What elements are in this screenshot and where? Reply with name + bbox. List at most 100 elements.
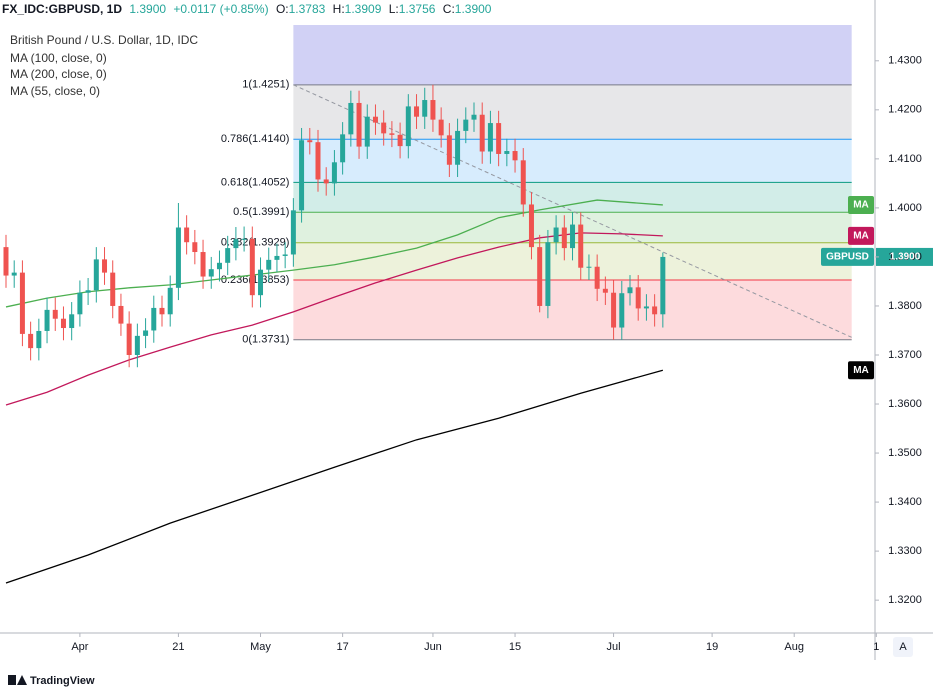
auto-scale-button[interactable]: [893, 637, 913, 657]
candle-body: [520, 160, 526, 205]
change: +0.0117 (+0.85%): [173, 2, 268, 16]
candle-body: [175, 227, 181, 288]
candle-body: [11, 272, 17, 276]
candle-body: [553, 227, 559, 243]
x-tick-label: Jun: [424, 641, 442, 653]
candle-body: [479, 114, 485, 152]
fib-band: [293, 182, 852, 213]
candle-body: [184, 227, 190, 243]
legend-entry: MA (55, close, 0): [10, 84, 100, 98]
ma-tag-label: MA: [853, 230, 869, 241]
ma-tag: [848, 195, 874, 214]
candle-body: [28, 333, 34, 349]
last-price: 1.3900: [129, 2, 166, 16]
y-tick-label: 1.4300: [888, 55, 922, 67]
candle-body: [586, 266, 592, 268]
candle-body: [340, 134, 346, 163]
candle-body: [619, 293, 625, 328]
price-tag-label: 1.3900: [890, 252, 921, 263]
ma-tag-label: MA: [853, 200, 869, 211]
y-tick-label: 1.4000: [888, 202, 922, 214]
x-tick-label: May: [250, 641, 271, 653]
y-tick-label: 1.3800: [888, 300, 922, 312]
candle-body: [225, 248, 231, 263]
ohlc-value: 1.3756: [399, 2, 436, 16]
candle-body: [381, 122, 387, 134]
moving-average: [5, 199, 663, 308]
ohlc-label: O:: [276, 2, 289, 16]
moving-average: [5, 369, 664, 584]
candle-body: [537, 247, 543, 306]
fib-band: [293, 139, 852, 183]
candle-body: [389, 133, 395, 135]
candle-body: [331, 162, 337, 184]
logo-part: [17, 675, 27, 685]
chart-title: British Pound / U.S. Dollar, 1D, IDC: [10, 33, 198, 47]
candle-body: [323, 179, 329, 184]
candle-body: [356, 102, 362, 147]
x-tick-label: Aug: [784, 641, 804, 653]
candle-body: [364, 116, 370, 147]
fib-label: 0.5(1.3991): [233, 206, 289, 218]
x-tick-label: 17: [337, 641, 349, 653]
candle-body: [455, 130, 461, 165]
candle-body: [602, 288, 608, 293]
ohlc-value: 1.3900: [455, 2, 492, 16]
y-tick-label: 1.4200: [888, 104, 922, 116]
candle-body: [85, 290, 91, 293]
candle-body: [102, 259, 108, 273]
candle-body: [471, 114, 477, 120]
candle-body: [299, 140, 305, 211]
header: FX_IDC:GBPUSD, 1D 1.3900 +0.0117 (+0.85%…: [2, 2, 492, 16]
fib-label: 1(1.4251): [242, 79, 289, 91]
candle-body: [397, 134, 403, 147]
candle-body: [151, 307, 157, 331]
candle-body: [36, 330, 42, 349]
x-tick-label: 19: [706, 641, 718, 653]
x-tick-label: 1: [873, 641, 879, 653]
y-tick-label: 1.3600: [888, 398, 922, 410]
candle-body: [290, 210, 296, 255]
candle-body: [93, 259, 99, 291]
x-tick-label: Jul: [607, 641, 621, 653]
candle-body: [118, 305, 124, 324]
price-tag: [876, 247, 933, 266]
auto-scale-label[interactable]: A: [899, 641, 907, 653]
symbol-tag: [821, 247, 874, 266]
candle-body: [504, 151, 510, 154]
candle-body: [258, 269, 264, 296]
candle-body: [110, 272, 116, 306]
candle-body: [241, 238, 247, 240]
candle-body: [528, 204, 534, 248]
fib-extension-band: [293, 25, 852, 85]
candle-body: [578, 224, 584, 268]
legend-entry: MA (200, close, 0): [10, 67, 107, 81]
candle-body: [307, 140, 313, 143]
candle-body: [660, 256, 666, 315]
y-tick-label: 1.3400: [888, 496, 922, 508]
ohlc-label: L:: [389, 2, 399, 16]
candle-body: [266, 259, 272, 270]
ohlc-value: 1.3783: [289, 2, 326, 16]
candle-body: [496, 123, 502, 154]
candle-body: [274, 255, 280, 260]
fib-band: [293, 84, 852, 140]
candle-body: [405, 106, 411, 147]
fib-label: 0.786(1.4140): [221, 133, 290, 145]
y-tick-label: 1.4100: [888, 153, 922, 165]
candle-body: [134, 335, 140, 355]
candle-body: [438, 119, 444, 136]
axes: GBPUSD 1.4300 1.4200 1.4100 1.4000 1.3900 1.38…: [71, 55, 933, 653]
candle-body: [126, 323, 132, 355]
candle-body: [643, 306, 649, 309]
symbol-tag-label: GBPUSD: [826, 252, 869, 263]
fib-label: 0.236(1.3853): [221, 274, 290, 286]
candle-body: [143, 330, 149, 336]
candle-body: [249, 238, 255, 296]
candle-body: [487, 123, 493, 152]
candle-body: [372, 116, 378, 123]
y-tick-label: 1.3500: [888, 447, 922, 459]
candle-body: [512, 151, 518, 161]
